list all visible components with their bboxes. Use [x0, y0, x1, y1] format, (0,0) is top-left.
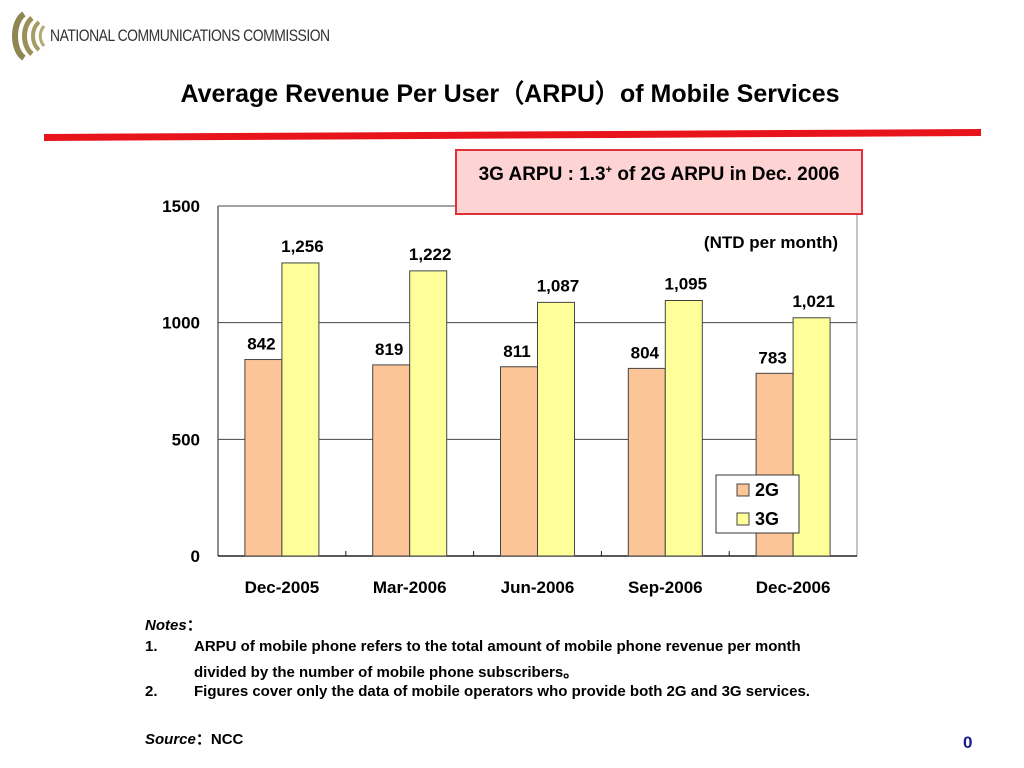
data-label-3g: 1,021 — [792, 292, 835, 311]
data-label-3g: 1,095 — [665, 275, 708, 294]
x-tick-label: Mar-2006 — [373, 578, 447, 597]
bar-2g — [372, 364, 411, 557]
data-label-2g: 811 — [503, 342, 530, 361]
data-label-3g: 1,256 — [281, 237, 324, 256]
title-underline — [44, 129, 981, 141]
bar-2g — [500, 366, 538, 557]
legend-label-2g: 2G — [755, 480, 779, 500]
note-1-number: 1. — [145, 638, 158, 655]
x-tick-label: Dec-2006 — [756, 578, 831, 597]
source-value: NCC — [210, 731, 244, 748]
legend-swatch-2g — [736, 483, 750, 497]
bar-2g — [244, 359, 283, 557]
arpu-bar-chart: 0 500 1000 1500 Dec-2005 842 1,256 Mar-2006 819 1… — [162, 197, 858, 597]
legend-swatch-3g — [736, 512, 750, 526]
ncc-logo-icon — [12, 11, 46, 61]
callout-box: 3G ARPU : 1.3+ of 2G ARPU in Dec. 2006 — [455, 149, 863, 215]
bar-3g — [281, 262, 320, 557]
unit-label: (NTD per month) — [704, 233, 838, 252]
data-label-2g: 783 — [758, 348, 786, 367]
bar-3g — [409, 270, 448, 557]
data-label-2g: 819 — [375, 340, 403, 359]
bar-2g — [627, 367, 666, 557]
source-line: Source：NCC — [145, 731, 244, 748]
bar-3g — [664, 300, 703, 557]
callout-text-after: of 2G ARPU in Dec. 2006 — [612, 164, 840, 185]
data-label-2g: 842 — [247, 335, 275, 354]
legend-box — [715, 474, 800, 534]
y-tick-label-500: 500 — [172, 430, 200, 449]
y-tick-label-1500: 1500 — [162, 197, 200, 216]
notes-heading: Notes： — [145, 617, 202, 634]
x-tick-label: Dec-2005 — [245, 578, 320, 597]
page-number: 0 — [963, 733, 973, 752]
source-heading: Source — [145, 731, 196, 748]
note-2-line-1: Figures cover only the data of mobile op… — [194, 683, 810, 700]
bar-3g — [537, 301, 575, 557]
x-tick-label: Sep-2006 — [628, 578, 703, 597]
data-label-3g: 1,087 — [537, 276, 580, 295]
legend-label-3g: 3G — [755, 509, 779, 529]
page-title: Average Revenue Per User（ARPU）of Mobile … — [180, 80, 840, 108]
y-tick-label-0: 0 — [191, 547, 200, 566]
ncc-logo: NATIONAL COMMUNICATIONS COMMISSION — [10, 10, 391, 62]
data-label-2g: 804 — [631, 343, 660, 362]
callout-text-before: 3G ARPU : 1.3 — [478, 164, 606, 185]
y-tick-label-1000: 1000 — [162, 314, 200, 333]
note-1-line-2: divided by the number of mobile phone su… — [194, 664, 579, 681]
note-2-number: 2. — [145, 683, 158, 700]
callout-superscript: + — [605, 164, 613, 176]
organization-name: NATIONAL COMMUNICATIONS COMMISSION — [50, 26, 330, 45]
note-1-line-1: ARPU of mobile phone refers to the total… — [194, 638, 801, 655]
x-tick-label: Jun-2006 — [501, 578, 575, 597]
data-label-3g: 1,222 — [409, 245, 452, 264]
